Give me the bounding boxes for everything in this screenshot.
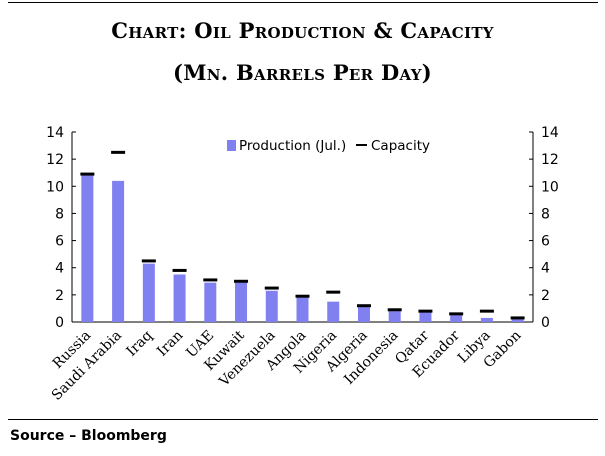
y-tick-label-right: 6 <box>541 234 550 250</box>
production-bar <box>204 282 217 322</box>
capacity-marker <box>510 316 525 320</box>
y-tick-label-right: 0 <box>541 315 550 331</box>
chart-title: Chart: Oil Production & Capacity <box>111 18 494 43</box>
x-tick-label: Iran <box>154 328 186 360</box>
production-bar <box>419 312 432 322</box>
y-tick-label-left: 14 <box>46 125 64 141</box>
capacity-marker <box>418 309 433 313</box>
y-tick-label-left: 2 <box>55 288 64 304</box>
production-bar <box>511 319 524 322</box>
y-tick-label-left: 8 <box>55 206 64 222</box>
y-tick-label-right: 4 <box>541 261 550 277</box>
bottom-rule <box>8 419 598 420</box>
y-tick-label-right: 12 <box>541 152 559 168</box>
x-tick-label: Iraq <box>123 327 155 359</box>
capacity-marker <box>264 286 279 290</box>
top-rule <box>8 2 598 3</box>
capacity-marker <box>172 268 187 272</box>
capacity-marker <box>203 278 218 282</box>
capacity-marker <box>326 290 341 294</box>
source-note: Source – Bloomberg <box>10 428 167 444</box>
capacity-marker <box>356 304 371 308</box>
production-bar <box>81 175 94 322</box>
legend-production-label: Production (Jul.) <box>239 138 346 154</box>
y-tick-label-left: 0 <box>55 315 64 331</box>
y-tick-label-left: 10 <box>46 179 64 195</box>
y-tick-label-right: 8 <box>541 206 550 222</box>
production-bar <box>480 317 493 322</box>
production-bar <box>265 290 278 322</box>
production-bar <box>142 263 155 322</box>
y-tick-label-right: 14 <box>541 125 559 141</box>
capacity-marker <box>80 172 95 176</box>
production-bar <box>388 311 401 322</box>
chart-subtitle: (Mn. Barrels Per Day) <box>172 60 432 85</box>
legend-production-swatch <box>227 140 236 151</box>
capacity-marker <box>295 294 310 298</box>
production-bar <box>235 282 248 322</box>
y-tick-label-right: 2 <box>541 288 550 304</box>
y-tick-label-right: 10 <box>541 179 559 195</box>
legend-capacity-swatch <box>356 144 367 146</box>
y-tick-label-left: 4 <box>55 261 64 277</box>
production-bar <box>327 301 340 322</box>
production-bar <box>112 180 125 322</box>
legend-capacity-label: Capacity <box>371 138 430 154</box>
y-tick-label-left: 6 <box>55 234 64 250</box>
production-bar <box>450 315 463 322</box>
capacity-marker <box>449 312 464 316</box>
capacity-marker <box>387 308 402 312</box>
capacity-marker <box>479 309 494 313</box>
capacity-marker <box>111 150 126 154</box>
capacity-marker <box>234 279 249 283</box>
production-bar <box>357 307 370 322</box>
y-tick-label-left: 12 <box>46 152 64 168</box>
production-bar <box>296 297 309 322</box>
production-bar <box>173 274 186 322</box>
capacity-marker <box>141 259 156 263</box>
